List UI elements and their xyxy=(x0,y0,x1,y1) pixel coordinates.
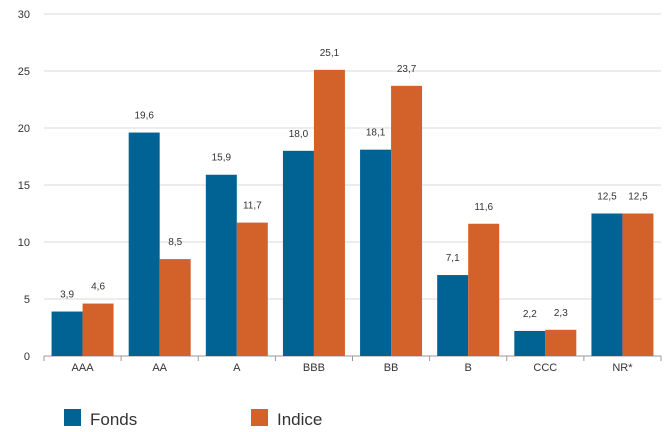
data-label: 11,7 xyxy=(243,201,262,212)
data-label: 2,3 xyxy=(554,308,568,319)
bar-fonds-b xyxy=(437,275,469,356)
bar-fonds-aa xyxy=(128,132,160,356)
bar-indice-bbb xyxy=(313,69,345,357)
y-tick-label: 20 xyxy=(18,123,30,135)
x-tick-label: NR* xyxy=(612,362,633,374)
data-label: 15,9 xyxy=(212,153,232,164)
bar-fonds-bb xyxy=(360,149,392,356)
y-axis: 0 5 10 15 20 25 30 xyxy=(18,9,30,363)
x-tick-label: A xyxy=(233,362,241,374)
data-label: 12,5 xyxy=(628,192,648,203)
x-tick-label: CCC xyxy=(533,362,557,374)
bar-indice-aaa xyxy=(82,303,114,356)
data-label: 25,1 xyxy=(320,48,340,59)
data-label: 11,6 xyxy=(474,202,493,213)
y-tick-label: 0 xyxy=(24,351,30,363)
x-tick-label: AA xyxy=(152,362,167,374)
x-tick-label: AAA xyxy=(72,362,95,374)
bar-indice-ccc xyxy=(545,329,577,356)
data-label: 8,5 xyxy=(168,237,182,248)
bar-fonds-ccc xyxy=(514,330,546,356)
bar-fonds-aaa xyxy=(51,311,83,356)
y-tick-label: 15 xyxy=(18,180,30,192)
bar-fonds-nr* xyxy=(591,213,623,356)
legend-label-fonds: Fonds xyxy=(90,410,137,429)
x-tick-label: BB xyxy=(384,362,399,374)
data-label: 12,5 xyxy=(597,192,617,203)
data-label: 2,2 xyxy=(523,309,537,320)
y-tick-label: 5 xyxy=(24,294,30,306)
bar-indice-b xyxy=(468,223,500,356)
x-tick-label: B xyxy=(465,362,472,374)
data-label: 23,7 xyxy=(397,64,417,75)
legend: Fonds Indice xyxy=(64,409,322,429)
data-label: 18,0 xyxy=(289,129,309,140)
data-label: 4,6 xyxy=(91,282,105,293)
bar-fonds-bbb xyxy=(282,150,314,356)
bar-indice-bb xyxy=(391,85,423,356)
bar-indice-a xyxy=(236,222,268,356)
x-axis: AAA AA A BBB BB B CCC NR* xyxy=(43,356,662,374)
y-tick-label: 10 xyxy=(18,237,30,249)
legend-swatch-indice xyxy=(251,409,268,426)
bar-indice-aa xyxy=(159,259,191,356)
bars: 3,9 19,6 15,9 18,0 18,1 7,1 2,2 12,5 4,6 8,5 11,7 2… xyxy=(51,48,654,357)
y-tick-label: 30 xyxy=(18,9,30,21)
data-label: 3,9 xyxy=(60,290,74,301)
legend-label-indice: Indice xyxy=(277,410,322,429)
bar-indice-nr* xyxy=(622,213,654,356)
bar-fonds-a xyxy=(205,174,237,356)
data-label: 7,1 xyxy=(446,253,460,264)
y-tick-label: 25 xyxy=(18,66,30,78)
x-tick-label: BBB xyxy=(303,362,325,374)
legend-swatch-fonds xyxy=(64,409,81,426)
data-label: 18,1 xyxy=(366,128,386,139)
data-label: 19,6 xyxy=(134,111,154,122)
